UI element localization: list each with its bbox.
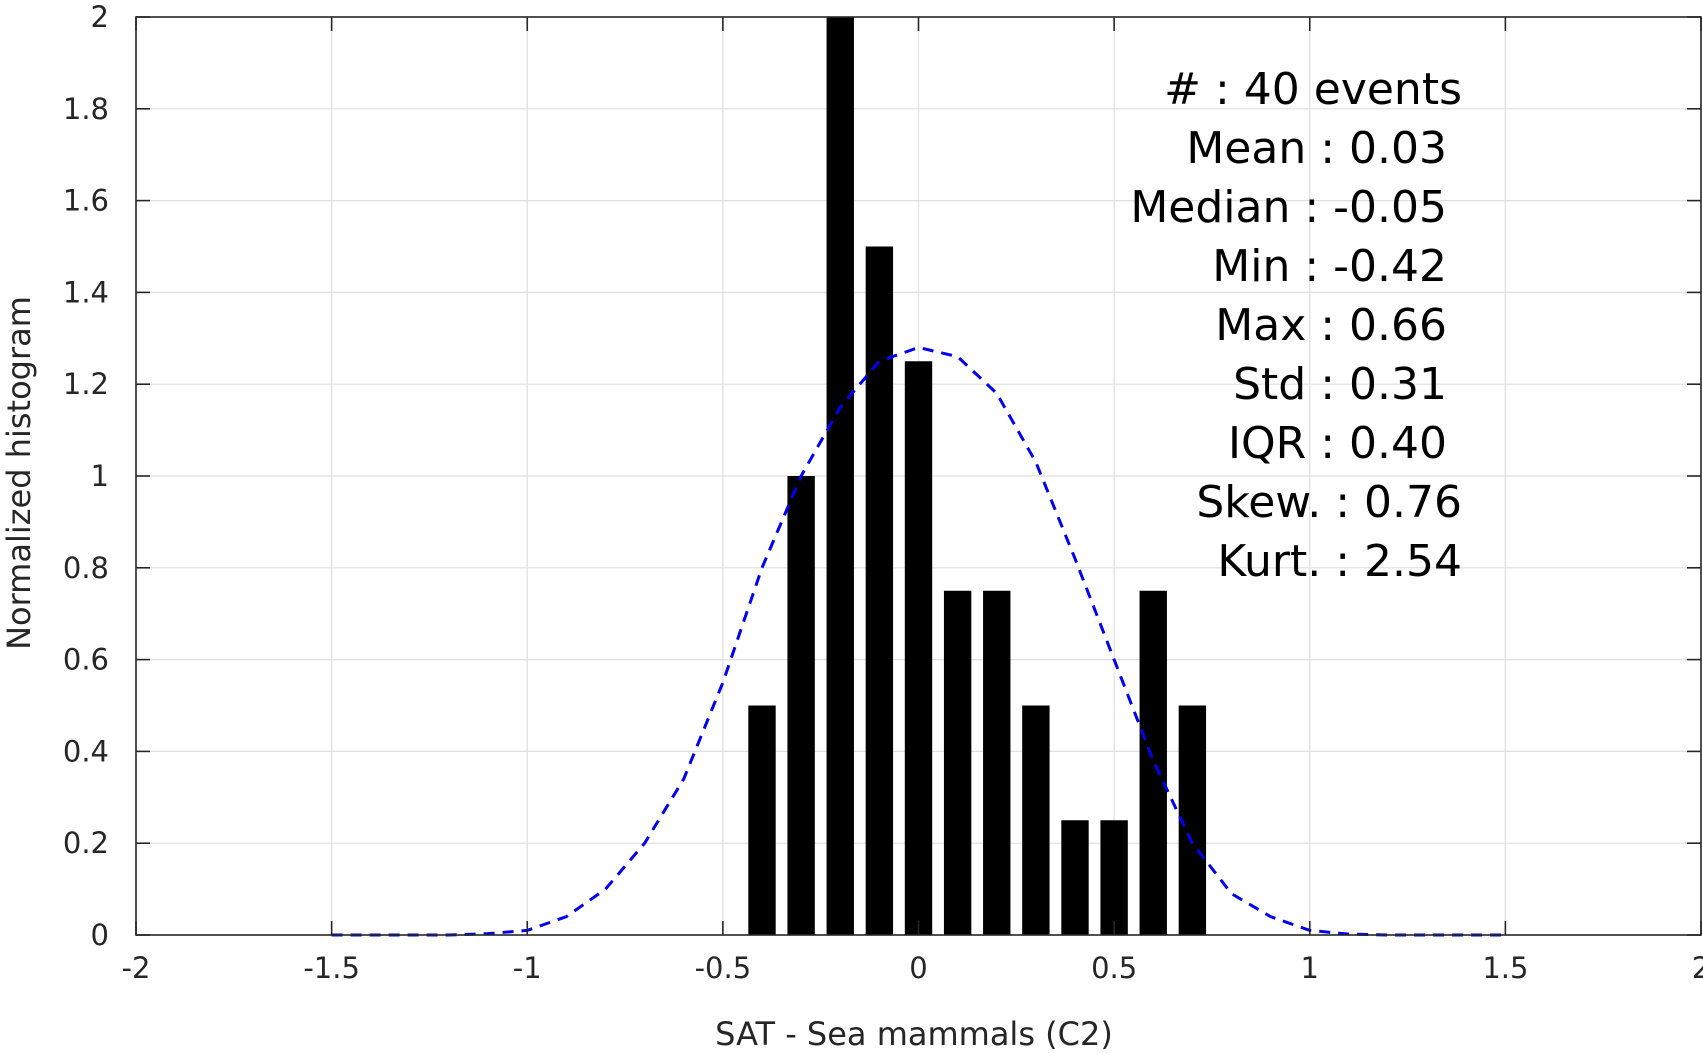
histogram-bar [1139,590,1167,935]
histogram-bar [1178,705,1207,935]
histogram-bar [983,590,1011,935]
y-tick-label: 0.2 [63,826,109,860]
y-tick-label: 1.6 [63,184,109,218]
y-tick-label: 0.6 [63,643,109,677]
histogram-bars [748,17,1207,935]
y-axis-label: Normalized histogram [0,296,38,650]
y-tick-label: 1.2 [63,367,109,401]
stat-line: Max : 0.66 [1215,300,1447,351]
x-tick-label: -1.5 [303,951,360,985]
x-tick-label: -1 [513,951,542,985]
x-tick-label: 0.5 [1091,951,1137,985]
histogram-bar [904,361,933,935]
y-tick-label: 0 [91,918,109,952]
x-tick-label: -2 [122,951,151,985]
stat-line: Median : -0.05 [1130,182,1447,233]
histogram-bar [943,590,972,935]
x-tick-label: 2 [1692,951,1703,985]
y-tick-label: 1 [91,459,109,493]
histogram-bar [748,705,776,935]
stat-line: Mean : 0.03 [1186,123,1447,174]
histogram-bar [1022,705,1050,935]
stat-line: # : 40 events [1164,64,1462,115]
y-tick-label: 0.4 [63,734,109,768]
histogram-bar [1061,820,1089,935]
histogram-bar [787,476,815,935]
x-tick-label: 1.5 [1482,951,1528,985]
y-tick-label: 1.8 [63,92,109,126]
histogram-bar [826,17,854,935]
stat-line: Kurt. : 2.54 [1217,536,1462,587]
stat-line: Skew. : 0.76 [1196,477,1462,528]
y-axis-ticks: 0 0.2 0.4 0.6 0.8 1 1.2 1.4 1.6 1.8 2 [63,0,1701,952]
x-tick-label: 1 [1301,951,1319,985]
y-tick-label: 0.8 [63,551,109,585]
statistics-box: # : 40 events Mean : 0.03 Median : -0.05 Mi… [1130,64,1462,587]
x-tick-label: -0.5 [695,951,752,985]
stat-line: Min : -0.42 [1212,241,1447,292]
stat-line: IQR : 0.40 [1228,418,1447,469]
x-axis-ticks: -2 -1.5 -1 -0.5 0 0.5 1 1.5 2 [122,17,1703,985]
histogram-bar [1100,820,1128,935]
x-tick-label: 0 [909,951,927,985]
y-tick-label: 2 [91,0,109,34]
stat-line: Std : 0.31 [1233,359,1447,410]
histogram-bar [865,246,894,935]
y-tick-label: 1.4 [63,275,109,309]
x-axis-label: SAT - Sea mammals (C2) [715,1015,1113,1053]
